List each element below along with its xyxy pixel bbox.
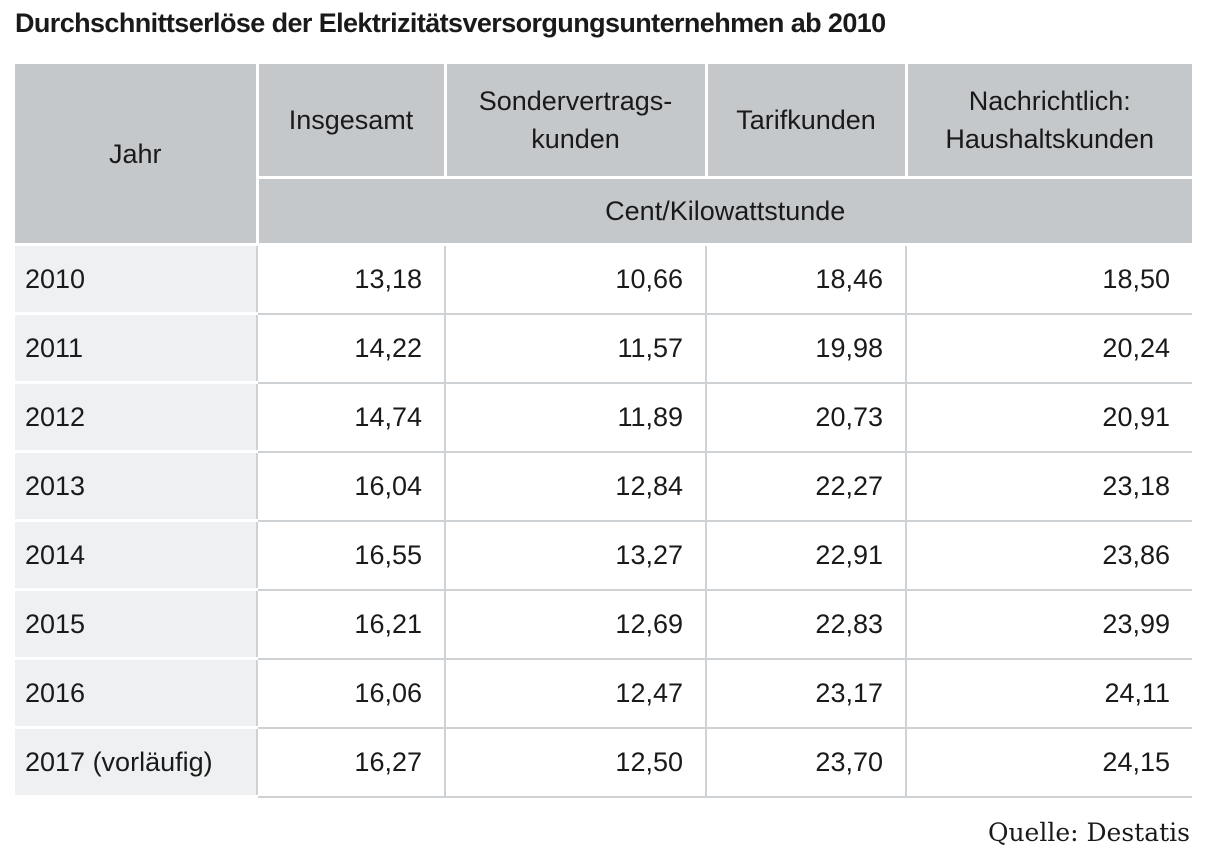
haushalt-cell: 23,18	[905, 450, 1192, 522]
haushalt-cell: 23,86	[905, 519, 1192, 591]
tarif-cell: 19,98	[705, 312, 907, 384]
tarif-cell: 18,46	[705, 243, 907, 315]
haushalt-cell: 24,15	[905, 726, 1192, 798]
haushalt-cell: 23,99	[905, 588, 1192, 660]
insgesamt-cell: 16,21	[256, 588, 446, 660]
year-cell: 2014	[15, 519, 258, 591]
insgesamt-cell: 13,18	[256, 243, 446, 315]
year-cell: 2015	[15, 588, 258, 660]
revenue-table: Jahr Insgesamt Sondervertrags-kunden Tar…	[15, 64, 1192, 798]
table-row: 2015 16,21 12,69 22,83 23,99	[15, 588, 1192, 660]
insgesamt-cell: 16,06	[256, 657, 446, 729]
sonder-cell: 12,50	[444, 726, 707, 798]
tarif-cell: 20,73	[705, 381, 907, 453]
table-row: 2011 14,22 11,57 19,98 20,24	[15, 312, 1192, 384]
table-row: 2017 (vorläufig) 16,27 12,50 23,70 24,15	[15, 726, 1192, 798]
insgesamt-cell: 16,27	[256, 726, 446, 798]
table-row: 2013 16,04 12,84 22,27 23,18	[15, 450, 1192, 522]
header-line: Sondervertrags-	[478, 86, 673, 116]
year-cell: 2012	[15, 381, 258, 453]
insgesamt-cell: 16,04	[256, 450, 446, 522]
year-cell: 2017 (vorläufig)	[15, 726, 258, 798]
tarif-cell: 23,17	[705, 657, 907, 729]
year-cell: 2010	[15, 243, 258, 315]
sonder-cell: 11,57	[444, 312, 707, 384]
column-header-year: Jahr	[15, 64, 259, 246]
table-row: 2016 16,06 12,47 23,17 24,11	[15, 657, 1192, 729]
tarif-cell: 22,91	[705, 519, 907, 591]
sonder-cell: 10,66	[444, 243, 707, 315]
table-title: Durchschnittserlöse der Elektrizitätsver…	[15, 8, 886, 38]
tarif-cell: 22,83	[705, 588, 907, 660]
header-line: Haushaltskunden	[945, 124, 1155, 154]
year-cell: 2016	[15, 657, 258, 729]
haushalt-cell: 18,50	[905, 243, 1192, 315]
insgesamt-cell: 16,55	[256, 519, 446, 591]
header-line: kunden	[531, 124, 620, 154]
sonder-cell: 12,84	[444, 450, 707, 522]
haushalt-cell: 20,91	[905, 381, 1192, 453]
year-cell: 2011	[15, 312, 258, 384]
sonder-cell: 11,89	[444, 381, 707, 453]
sonder-cell: 12,69	[444, 588, 707, 660]
header-line: Nachrichtlich:	[968, 86, 1131, 116]
unit-header: Cent/Kilowattstunde	[255, 176, 1192, 246]
haushalt-cell: 24,11	[905, 657, 1192, 729]
insgesamt-cell: 14,22	[256, 312, 446, 384]
column-header-insgesamt: Insgesamt	[255, 64, 447, 179]
table-row: 2012 14,74 11,89 20,73 20,91	[15, 381, 1192, 453]
table-row: 2010 13,18 10,66 18,46 18,50	[15, 243, 1192, 315]
sonder-cell: 12,47	[444, 657, 707, 729]
column-header-tarifkunden: Tarifkunden	[704, 64, 908, 179]
tarif-cell: 22,27	[705, 450, 907, 522]
source-note: Quelle: Destatis	[987, 818, 1190, 847]
tarif-cell: 23,70	[705, 726, 907, 798]
year-cell: 2013	[15, 450, 258, 522]
table-row: 2014 16,55 13,27 22,91 23,86	[15, 519, 1192, 591]
haushalt-cell: 20,24	[905, 312, 1192, 384]
column-header-haushaltskunden: Nachrichtlich: Haushaltskunden	[904, 64, 1192, 179]
insgesamt-cell: 14,74	[256, 381, 446, 453]
sonder-cell: 13,27	[444, 519, 707, 591]
column-header-sondervertragskunden: Sondervertrags-kunden	[443, 64, 708, 179]
